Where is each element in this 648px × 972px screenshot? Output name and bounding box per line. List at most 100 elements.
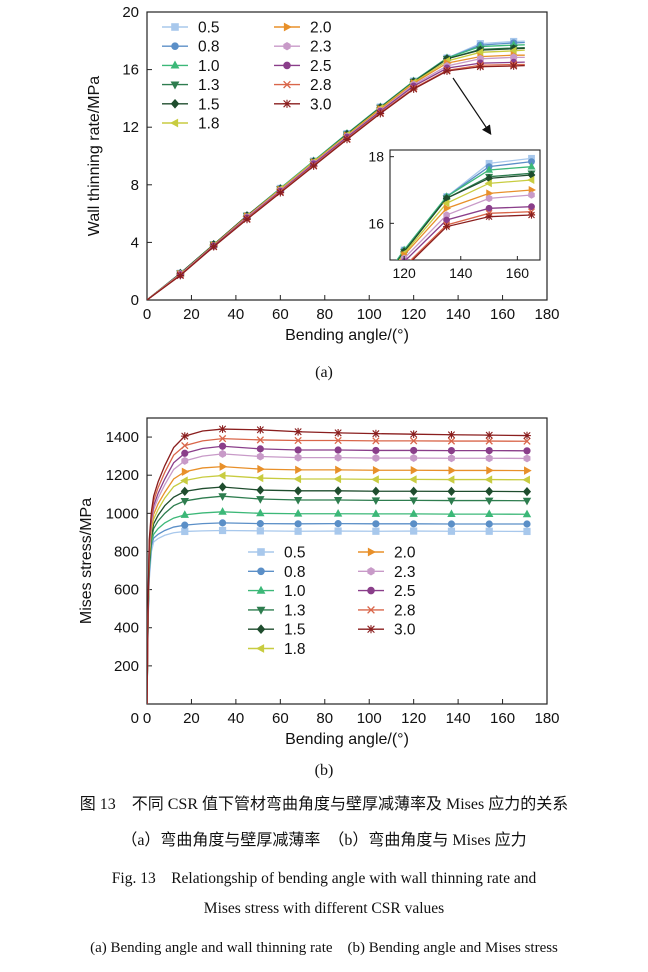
data-point-1.8 [333, 474, 342, 484]
inset-y-tick-label: 16 [368, 215, 384, 231]
legend-marker [283, 41, 291, 51]
legend-item-2.3: 2.3 [274, 39, 332, 56]
data-point-0.5 [447, 527, 456, 535]
data-point-2.5 [447, 447, 456, 455]
inset-point-3.0 [443, 223, 451, 231]
data-point-0.5 [218, 526, 227, 535]
data-point-1.0 [447, 509, 456, 518]
data-point-2.0 [295, 465, 303, 475]
y-tick-label: 1200 [106, 467, 139, 484]
inset-x-tick-label: 140 [449, 265, 473, 281]
x-tick-label: 0 [143, 306, 151, 323]
x-tick-label: 140 [446, 306, 471, 323]
x-axis-label: Bending angle/(°) [285, 731, 409, 748]
caption-zh-subtitles: （a）弯曲角度与壁厚减薄率 （b）弯曲角度与 Mises 应力 [121, 832, 527, 849]
inset-point-2.0 [443, 204, 452, 213]
data-point-1.5 [218, 482, 227, 492]
legend-item-2.5: 2.5 [358, 583, 416, 600]
legend-marker [256, 585, 266, 594]
data-point-2.5 [410, 446, 418, 455]
legend-item-0.8: 0.8 [248, 564, 306, 581]
data-point-2.8 [256, 436, 264, 444]
legend-marker [367, 586, 375, 595]
data-point-2.8 [218, 434, 227, 443]
legend-label: 0.8 [198, 39, 220, 56]
data-point-2.0 [410, 466, 419, 475]
legend-marker [283, 80, 291, 89]
data-point-1.0 [522, 509, 532, 518]
y-tick-label: 12 [122, 119, 139, 136]
data-point-3.0 [276, 188, 285, 197]
legend-item-1.8: 1.8 [248, 641, 306, 658]
data-point-1.0 [371, 509, 381, 517]
data-point-2.3 [256, 452, 264, 461]
legend-label: 1.3 [198, 77, 220, 94]
legend-label: 2.8 [310, 77, 332, 94]
plot-frame [146, 417, 548, 705]
subfigure-label-b: (b) [314, 762, 334, 779]
y-tick-label: 0 [131, 292, 139, 309]
data-point-0.5 [523, 527, 531, 536]
data-point-1.0 [218, 507, 227, 515]
data-point-2.0 [486, 466, 494, 475]
x-tick-label: 120 [401, 306, 426, 323]
data-point-2.3 [334, 453, 342, 462]
data-point-2.3 [410, 454, 418, 463]
data-point-0.8 [523, 520, 531, 528]
x-tick-label: 140 [446, 710, 471, 727]
data-point-1.0 [293, 509, 303, 517]
data-point-3.0 [376, 109, 385, 118]
legend-item-0.5: 0.5 [248, 545, 306, 562]
data-point-1.5 [485, 486, 494, 497]
data-point-3.0 [176, 271, 185, 280]
inset-point-1.0 [527, 162, 536, 170]
y-axis-label: Wall thinning rate/MPa [86, 76, 103, 236]
data-point-1.3 [409, 497, 418, 506]
data-point-3.0 [218, 425, 227, 433]
data-point-1.5 [409, 486, 418, 496]
data-point-2.0 [219, 462, 228, 471]
y-tick-label: 200 [114, 658, 139, 675]
data-point-3.0 [372, 429, 380, 438]
data-point-1.8 [293, 474, 302, 484]
data-point-2.5 [218, 442, 227, 450]
caption-en-title-line1: Fig. 13 Relationgship of bending angle w… [111, 870, 537, 887]
data-point-0.5 [334, 527, 342, 535]
legend-marker [256, 624, 266, 635]
x-tick-label: 160 [490, 306, 515, 323]
data-point-1.3 [333, 497, 343, 505]
legend-marker [367, 547, 376, 557]
legend-item-1.5: 1.5 [162, 96, 220, 113]
data-point-1.8 [217, 471, 226, 480]
data-point-1.3 [485, 497, 494, 506]
data-point-2.8 [372, 437, 380, 445]
data-point-2.3 [294, 453, 302, 462]
legend-label: 2.5 [394, 583, 416, 600]
data-point-0.8 [410, 520, 418, 528]
legend-marker [367, 567, 375, 576]
y-tick-label: 400 [114, 620, 139, 637]
inset-point-1.8 [442, 199, 450, 208]
legend-marker [257, 567, 265, 576]
x-tick-label: 40 [228, 306, 245, 323]
data-point-1.5 [180, 486, 189, 497]
y-tick-label: 1400 [106, 429, 139, 446]
y-tick-label: 600 [114, 582, 139, 599]
x-tick-label: 100 [357, 306, 382, 323]
legend-item-1.0: 1.0 [248, 583, 306, 600]
x-axis-label: Bending angle/(°) [285, 327, 409, 344]
data-point-0.8 [294, 520, 302, 528]
caption-zh-title: 图 13 不同 CSR 值下管材弯曲角度与壁厚减薄率及 Mises 应力的关系 [79, 796, 569, 813]
inset-point-3.0 [485, 213, 493, 221]
legend-item-1.8: 1.8 [162, 116, 220, 133]
legend-label: 3.0 [394, 622, 416, 639]
data-point-1.3 [218, 493, 227, 501]
inset-x-tick-label: 160 [506, 265, 530, 281]
data-point-2.5 [485, 447, 493, 455]
legend-marker [256, 644, 265, 653]
data-point-2.8 [485, 437, 493, 445]
data-point-2.0 [257, 464, 266, 474]
legend-marker [257, 548, 265, 556]
data-point-0.8 [256, 520, 264, 528]
inset-point-2.5 [485, 204, 493, 212]
